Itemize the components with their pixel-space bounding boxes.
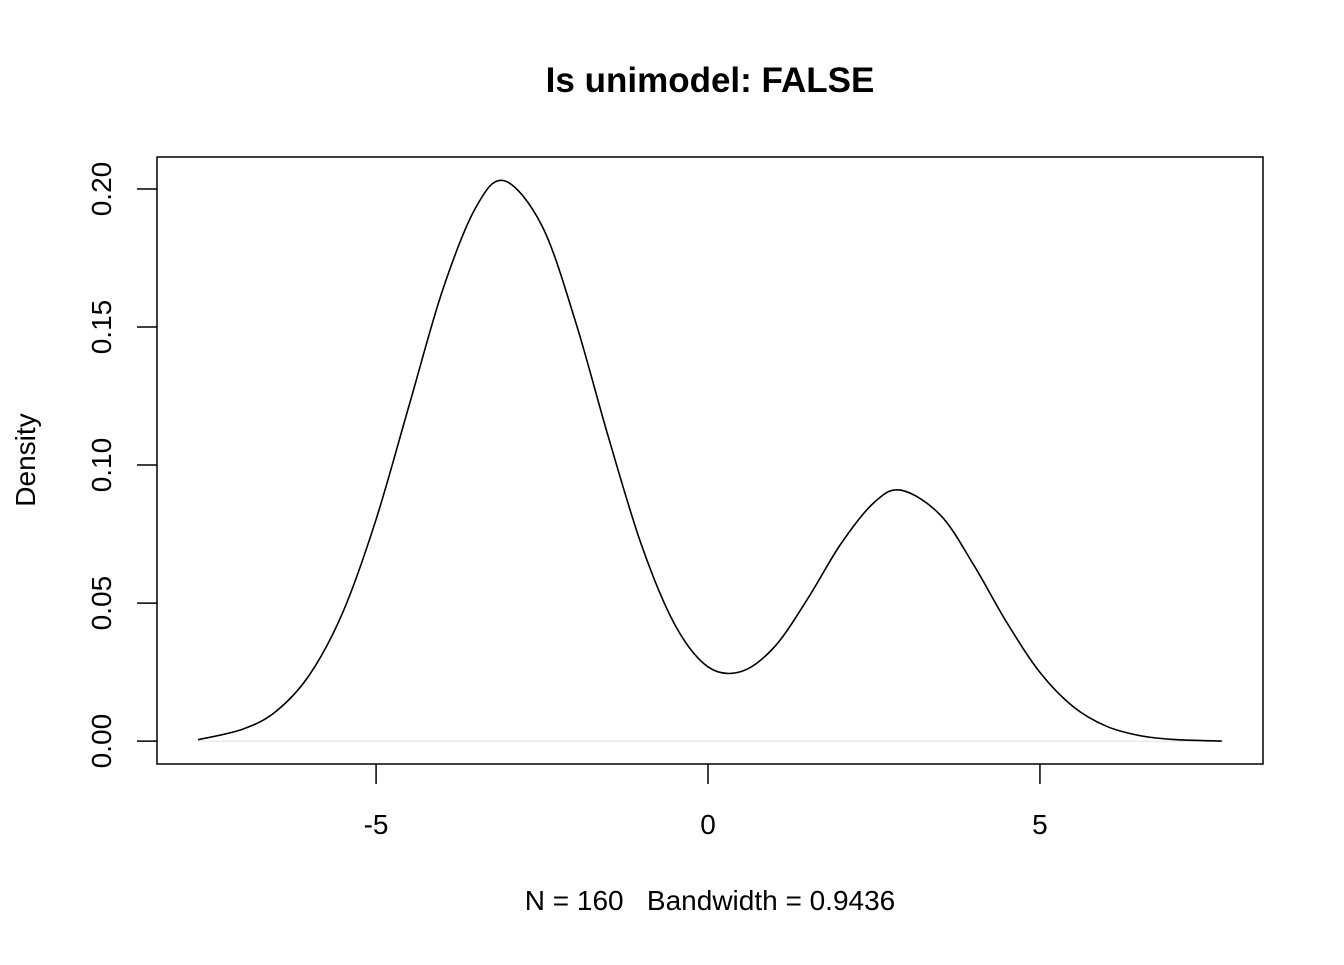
y-tick-label: 0.10 bbox=[86, 438, 117, 493]
y-tick-label: 0.05 bbox=[86, 576, 117, 631]
y-tick-label: 0.20 bbox=[86, 162, 117, 217]
y-tick-label: 0.15 bbox=[86, 300, 117, 355]
y-axis: 0.00 0.05 0.10 0.15 0.20 bbox=[86, 162, 157, 769]
chart-title: Is unimodel: FALSE bbox=[546, 61, 875, 100]
plot-frame bbox=[156, 156, 1264, 765]
x-axis-label: N = 160 Bandwidth = 0.9436 bbox=[525, 885, 896, 916]
density-curve bbox=[197, 179, 1222, 742]
x-tick-label: 0 bbox=[700, 809, 716, 840]
x-tick-label: 5 bbox=[1032, 809, 1048, 840]
x-axis: -5 0 5 bbox=[364, 764, 1048, 840]
y-tick-label: 0.00 bbox=[86, 714, 117, 769]
y-axis-label: Density bbox=[10, 413, 41, 506]
x-tick-label: -5 bbox=[364, 809, 389, 840]
